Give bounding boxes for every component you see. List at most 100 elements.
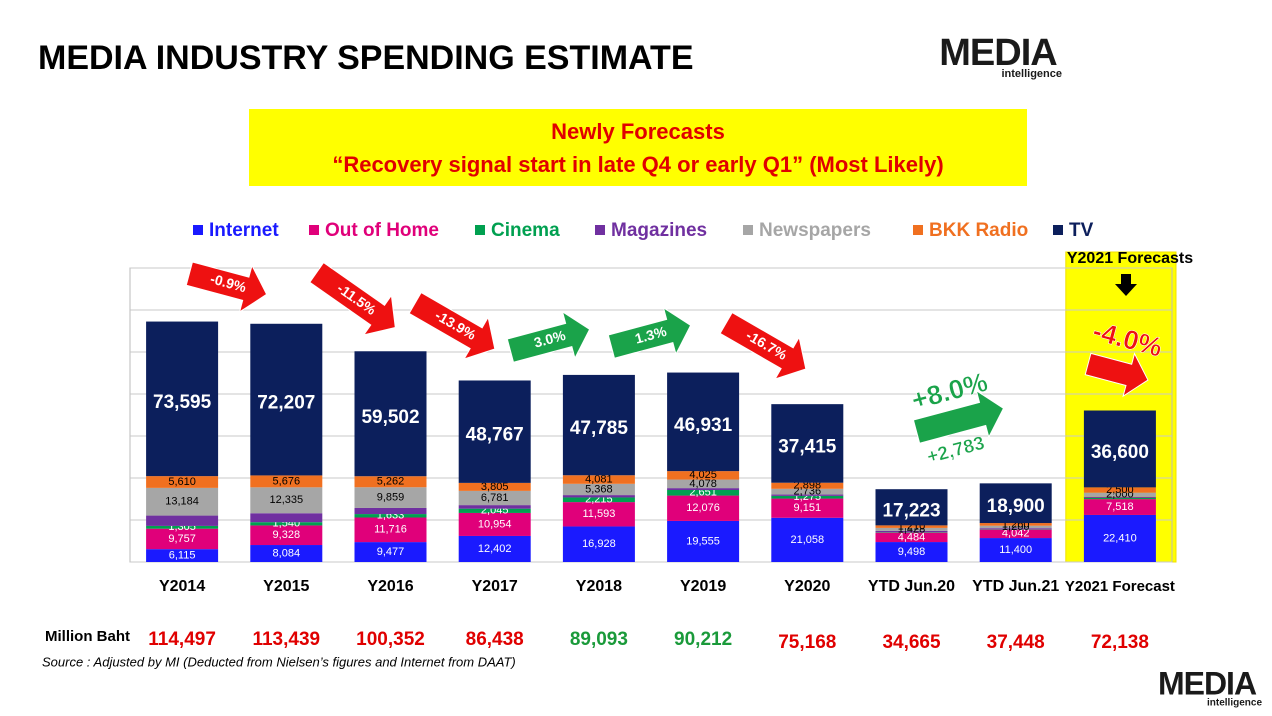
data-label: 11,593 (582, 508, 615, 520)
x-tick-label: Y2018 (576, 578, 622, 595)
data-label: 9,859 (377, 492, 405, 504)
bar-segment (979, 523, 1052, 526)
legend-swatch (1053, 225, 1063, 235)
bar-segment (979, 483, 1052, 524)
trend-arrow-shape (607, 306, 692, 359)
trend-arrow (607, 306, 692, 359)
trend-arrow (506, 310, 591, 363)
data-label: 5,262 (377, 476, 405, 488)
bar-segment (1083, 492, 1156, 497)
data-label: 37,415 (778, 436, 837, 457)
data-label: 46,931 (674, 415, 733, 436)
trend-arrow-shape (309, 261, 396, 336)
trend-arrow-shape (719, 311, 807, 380)
data-label: 4,484 (898, 531, 926, 543)
data-label: 12,076 (686, 502, 720, 514)
bar-segment (667, 372, 740, 472)
total-label: 75,168 (778, 632, 836, 653)
legend-label: BKK Radio (929, 220, 1028, 241)
down-arrow (1115, 274, 1137, 296)
legend-label: Magazines (611, 220, 707, 241)
bar-segment (875, 525, 948, 528)
legend-swatch (595, 225, 605, 235)
data-label: 72,207 (257, 393, 315, 414)
bar-segment (979, 529, 1052, 539)
bar-segment (667, 495, 740, 521)
legend-swatch (743, 225, 753, 235)
bar-segment (458, 490, 531, 506)
bar-segment (146, 321, 219, 477)
total-label: 72,138 (1091, 632, 1149, 653)
data-label: 4,042 (1002, 528, 1030, 540)
data-label: 21,058 (790, 534, 824, 546)
total-label: 100,352 (356, 629, 425, 650)
x-tick-label: Y2017 (472, 578, 518, 595)
legend-label: Out of Home (325, 220, 439, 241)
logo: MEDIA (1158, 665, 1257, 701)
x-tick-label: Y2021 Forecast (1065, 578, 1175, 595)
bar-segment (875, 489, 948, 526)
legend-swatch (193, 225, 203, 235)
data-label: 11,400 (999, 544, 1032, 556)
bar-segment (250, 487, 323, 514)
bar-segment (458, 508, 531, 513)
bar-segment (562, 502, 635, 527)
data-label: 47,785 (570, 418, 629, 439)
bar-segment (667, 520, 740, 562)
bar-segment (562, 483, 635, 496)
data-label: 4,078 (689, 478, 717, 490)
trend-arrow (185, 261, 268, 314)
data-label: 6,781 (481, 492, 509, 504)
data-label: 5,610 (168, 476, 196, 488)
logo-tagline: intelligence (1207, 698, 1262, 709)
bar-segment (979, 528, 1052, 530)
data-label: 36,600 (1091, 442, 1149, 463)
bar-segment (354, 542, 427, 562)
data-label: 8,084 (273, 547, 301, 559)
bar-segment (250, 525, 323, 546)
bar-segment (458, 535, 531, 562)
bar-segment (146, 528, 219, 550)
trend-arrow-shape (185, 261, 268, 314)
slide-title: MEDIA INDUSTRY SPENDING ESTIMATE (38, 39, 694, 77)
totals-label: Million Baht (45, 628, 130, 645)
bar-segment (1083, 487, 1156, 493)
highlight-label: Y2021 Forecasts (1067, 250, 1193, 267)
data-label: 17,223 (882, 500, 940, 521)
bar-segment (562, 475, 635, 484)
bar-segment (146, 515, 219, 526)
x-tick-label: Y2014 (159, 578, 205, 595)
bar-segment (250, 545, 323, 562)
bar-segment (562, 374, 635, 476)
bar-segment (354, 514, 427, 518)
data-label: 59,502 (361, 407, 419, 428)
bar-segment (562, 497, 635, 503)
bar-segment (146, 487, 219, 516)
bar-segment (354, 517, 427, 543)
bar-segment (979, 525, 1052, 529)
bar-segment (458, 482, 531, 491)
bar-segment (250, 522, 323, 526)
bar-segment (875, 532, 948, 533)
data-label: 9,477 (377, 546, 405, 558)
bar-segment (250, 475, 323, 488)
bar-segment (354, 487, 427, 508)
data-label: 3,805 (481, 481, 509, 493)
total-label: 89,093 (570, 629, 628, 650)
bar-segment (667, 490, 740, 496)
trend-arrow (719, 311, 807, 380)
bar-segment (771, 517, 844, 562)
bar-segment (979, 538, 1052, 562)
bar-segment (146, 549, 219, 562)
data-label: 9,328 (273, 529, 301, 541)
data-label: 5,676 (273, 475, 301, 487)
bar-segment (771, 494, 844, 496)
bar-segment (667, 488, 740, 491)
bar-segment (146, 525, 219, 529)
logo: MEDIA (939, 32, 1057, 74)
bar-segment (771, 495, 844, 499)
total-label: 34,665 (882, 632, 941, 653)
data-label: 9,498 (898, 546, 926, 558)
total-label: 114,497 (148, 629, 216, 650)
